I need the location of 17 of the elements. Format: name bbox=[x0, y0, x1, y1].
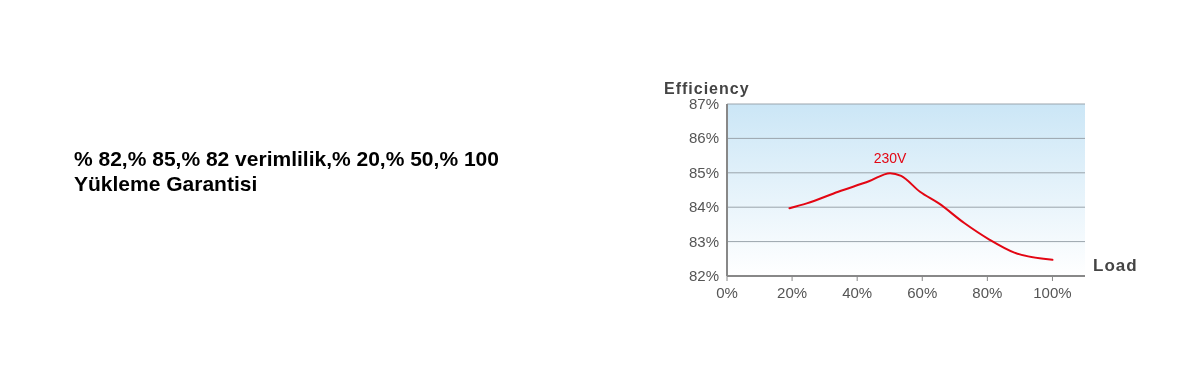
x-tick-label: 100% bbox=[1033, 284, 1072, 301]
y-tick-label: 87% bbox=[688, 95, 719, 112]
x-axis-title: Load bbox=[1093, 256, 1138, 275]
y-tick-label: 84% bbox=[688, 198, 719, 216]
series-label: 230V bbox=[873, 150, 908, 167]
y-tick-label: 82% bbox=[688, 267, 719, 284]
line-series bbox=[788, 172, 1054, 261]
text: % 82,% 85,% 82 verimlilik,% 20,% 50,% 100 Yükleme Garantisi bbox=[74, 147, 499, 195]
y-axis-title: Efficiency bbox=[664, 80, 750, 97]
x-tick-label: 0% bbox=[716, 284, 738, 301]
y-tick-label: 83% bbox=[688, 232, 719, 250]
x-tick-label: 60% bbox=[907, 284, 938, 301]
y-tick-label: 86% bbox=[688, 129, 719, 147]
x-tick-label: 80% bbox=[972, 284, 1003, 301]
x-tick-label: 20% bbox=[777, 284, 808, 301]
x-tick-label: 40% bbox=[842, 284, 873, 301]
y-tick-label: 85% bbox=[688, 163, 719, 181]
